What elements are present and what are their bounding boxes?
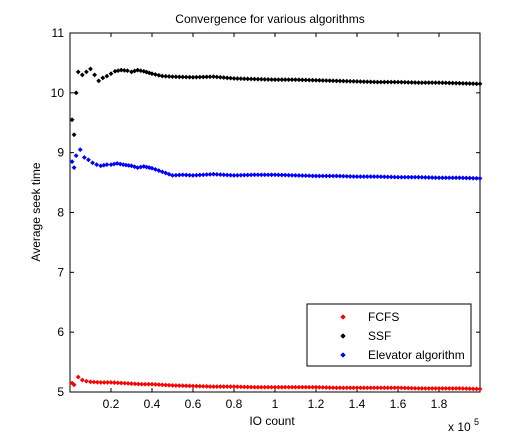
x-exponent-base: x 10 xyxy=(448,420,471,434)
legend-label: SSF xyxy=(368,329,391,343)
legend-label: FCFS xyxy=(368,310,399,324)
x-exponent-power: 5 xyxy=(474,417,479,427)
x-tick-label: 1 xyxy=(272,397,279,411)
y-tick-label: 7 xyxy=(57,265,64,279)
y-tick-label: 8 xyxy=(57,206,64,220)
x-tick-label: 0.6 xyxy=(185,397,202,411)
y-tick-label: 10 xyxy=(51,86,65,100)
legend-label: Elevator algorithm xyxy=(368,348,465,362)
x-tick-label: 0.2 xyxy=(103,397,120,411)
y-axis-label: Average seek time xyxy=(29,162,43,261)
y-tick-label: 9 xyxy=(57,146,64,160)
x-tick-label: 1.4 xyxy=(349,397,366,411)
x-tick-label: 1.8 xyxy=(431,397,448,411)
x-tick-label: 1.2 xyxy=(308,397,325,411)
x-tick-label: 0.8 xyxy=(226,397,243,411)
y-tick-label: 5 xyxy=(57,385,64,399)
legend: FCFS SSF Elevator algorithm xyxy=(307,304,471,366)
x-tick-label: 1.6 xyxy=(390,397,407,411)
y-tick-label: 6 xyxy=(57,325,64,339)
x-axis-label: IO count xyxy=(249,414,295,428)
x-tick-label: 0.4 xyxy=(144,397,161,411)
chart-title: Convergence for various algorithms xyxy=(175,12,364,26)
y-tick-label: 11 xyxy=(52,26,65,40)
